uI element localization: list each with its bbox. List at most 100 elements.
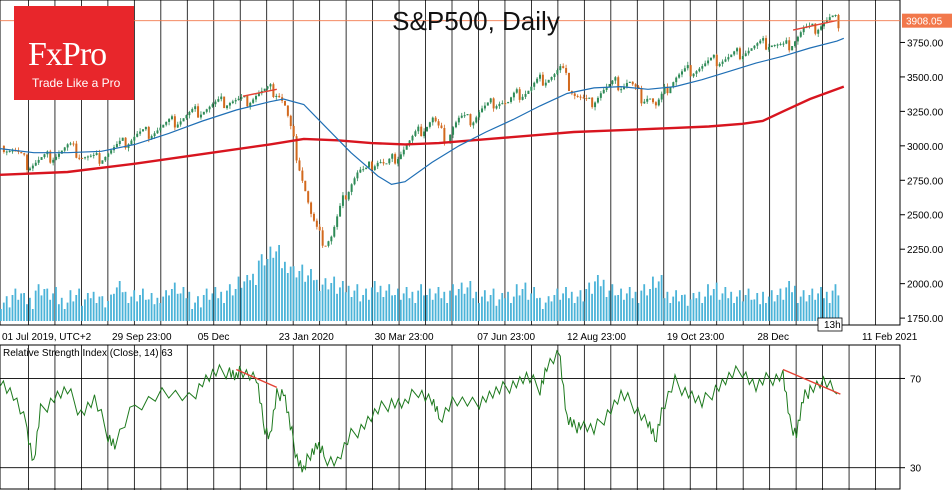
candle-body [698,68,701,72]
candle-body [770,45,773,48]
price-axis-label: 3250.00 [907,107,944,118]
volume-bar [23,293,25,321]
candle-body [147,126,150,139]
time-remaining-label: 13h [824,320,841,331]
candle-body [318,226,321,231]
volume-bar [750,299,753,321]
volume-bar [405,287,408,321]
volume-bar [107,301,110,321]
candle-body [379,162,382,164]
volume-bar [727,298,730,321]
volume-bar [533,287,536,321]
candle-body [762,38,765,41]
candle-body [205,109,208,112]
rsi-line [0,349,838,473]
volume-bar [744,295,747,321]
time-axis-label: 05 Dec [198,332,230,343]
candle-body [417,126,420,132]
candle-body [796,36,799,42]
volume-bar [31,309,34,321]
candle-body [5,151,8,153]
candle-body [408,140,411,146]
volume-bar [478,303,480,321]
volume-bar [501,293,504,321]
candle-body [312,213,315,221]
volume-bar [452,284,454,321]
candle-body [208,106,211,110]
volume-bar [353,290,356,321]
volume-bar [40,295,43,321]
time-axis-label: 11 Feb 2021 [862,332,918,343]
volume-bar [144,299,147,321]
volume-bar [631,298,634,321]
volume-bar [185,298,188,321]
candle-body [307,191,310,203]
candle-body [623,86,626,90]
candle-body [492,98,495,109]
candle-body [133,136,136,141]
volume-bar [43,289,46,321]
rsi-title: Relative Strength Index (Close, 14) 63 [3,348,173,359]
volume-bar [454,295,457,321]
candle-body [538,74,541,79]
volume-bar [608,290,611,321]
volume-bar [46,288,49,321]
candle-body [643,101,646,104]
candle-body [437,121,440,126]
volume-bar [724,287,727,321]
candle-body [173,116,176,128]
volume-bar [669,303,672,321]
volume-bar [449,290,451,321]
price-axis-label: 2000.00 [907,280,944,291]
candle-body [231,101,234,103]
volume-bar [704,296,706,321]
volume-bar [147,299,150,321]
candle-body [194,106,197,110]
volume-bar [350,297,353,321]
volume-bar [341,281,344,321]
volume-bar [275,251,278,321]
candle-body [707,60,710,64]
volume-bar [228,284,231,321]
candle-body [368,161,371,168]
candle-body [678,74,681,78]
candle-body [434,117,437,122]
candle-body [620,89,623,91]
candle-body [608,83,611,88]
candle-body [802,27,805,33]
candle-body [785,40,788,44]
volume-bar [263,265,266,321]
candle-body [669,86,672,94]
volume-bar [446,303,449,321]
candle-body [617,77,620,91]
volume-bar [594,281,596,321]
volume-bar [521,289,524,321]
volume-bar [84,299,86,321]
candle-body [654,102,657,106]
candle-body [420,126,423,137]
logo-brand: FxPro [28,36,107,73]
price-axis-label: 1750.00 [907,314,944,325]
candle-body [165,121,168,125]
volume-bar [20,293,23,321]
candle-body [431,117,434,123]
candle-body [118,140,121,144]
volume-bar [133,290,136,321]
candle-body [359,169,362,173]
volume-bar [373,281,376,321]
volume-bar [104,307,107,321]
volume-bar [8,307,11,321]
candle-body [498,103,501,107]
candle-body [66,144,69,148]
volume-bar [518,295,521,321]
candle-body [576,95,579,97]
volume-bar [776,295,779,321]
volume-bar [614,295,617,321]
volume-bar [69,290,72,321]
time-axis-label: 12 Aug 23:00 [567,332,626,343]
volume-bar [324,278,327,321]
candle-body [634,84,637,87]
candle-body [553,74,556,77]
candle-body [440,125,443,129]
candle-body [611,80,614,84]
